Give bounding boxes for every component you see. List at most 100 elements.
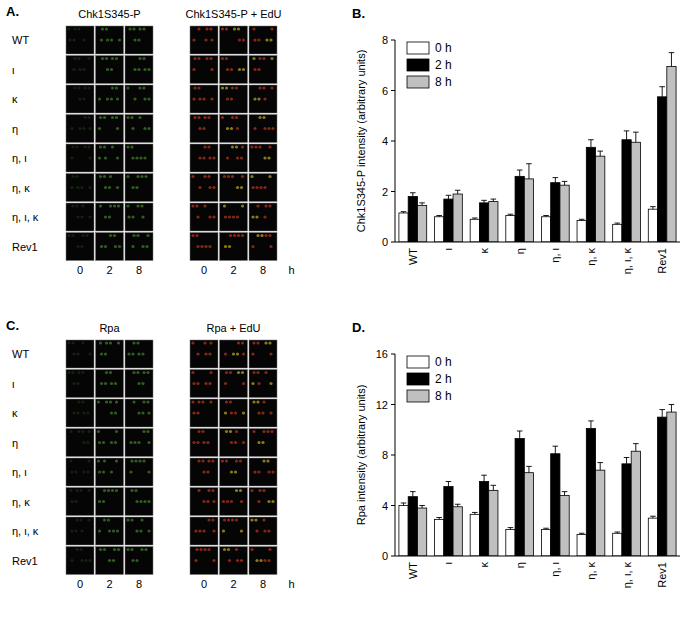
nucleus	[105, 400, 108, 403]
micrograph	[220, 233, 248, 261]
nucleus	[110, 382, 113, 385]
nucleus	[225, 371, 228, 374]
x-tick-label: κ	[478, 562, 490, 568]
nucleus	[268, 341, 271, 344]
legend-label: 8 h	[435, 75, 452, 89]
nucleus	[111, 116, 114, 119]
nucleus	[259, 186, 262, 189]
nucleus	[131, 559, 134, 562]
y-tick-label: 8	[382, 34, 388, 46]
nucleus	[99, 116, 102, 119]
legend-label: 0 h	[435, 355, 452, 369]
nucleus	[74, 470, 77, 473]
nucleus	[225, 86, 228, 89]
nucleus	[140, 518, 143, 521]
error-cap	[436, 215, 442, 216]
nucleus	[205, 27, 208, 30]
nucleus	[227, 548, 230, 551]
nucleus	[255, 529, 258, 532]
nucleus	[207, 116, 210, 119]
nucleus	[142, 400, 145, 403]
nucleus	[258, 145, 261, 148]
nucleus	[204, 245, 207, 248]
nucleus	[196, 411, 199, 414]
nucleus	[191, 371, 194, 374]
bar	[541, 529, 550, 556]
nucleus	[258, 86, 261, 89]
nucleus	[252, 430, 255, 433]
nucleus	[103, 116, 106, 119]
nucleus	[230, 470, 233, 473]
nucleus	[129, 470, 132, 473]
error-stem	[457, 190, 458, 194]
micrograph	[96, 85, 124, 113]
nucleus	[257, 38, 260, 41]
error-stem	[519, 170, 520, 176]
micrograph	[220, 56, 248, 84]
nucleus	[115, 116, 118, 119]
nucleus	[193, 86, 196, 89]
nucleus	[203, 341, 206, 344]
y-tick-label: 4	[382, 500, 388, 512]
micrograph	[190, 56, 218, 84]
micrograph	[125, 399, 153, 427]
micrograph	[190, 547, 218, 575]
bar	[586, 428, 595, 556]
nucleus	[267, 500, 270, 503]
error-stem	[635, 444, 636, 452]
nucleus	[97, 430, 100, 433]
nucleus	[130, 459, 133, 462]
y-tick	[391, 556, 395, 557]
row-label: κ	[12, 93, 18, 105]
nucleus	[270, 27, 273, 30]
nucleus	[210, 68, 213, 71]
error-stem	[626, 131, 627, 140]
nucleus	[202, 500, 205, 503]
bar	[560, 185, 569, 242]
nucleus	[72, 352, 75, 355]
nucleus	[106, 97, 109, 100]
nucleus	[82, 38, 85, 41]
nucleus	[145, 245, 148, 248]
micrograph	[66, 488, 94, 516]
micrograph	[190, 26, 218, 54]
x-tick-label: η, ι, κ	[621, 248, 633, 275]
micrograph	[190, 233, 218, 261]
nucleus	[225, 400, 228, 403]
micrograph	[249, 85, 277, 113]
nucleus	[141, 215, 144, 218]
nucleus	[72, 38, 75, 41]
nucleus	[117, 341, 120, 344]
bar	[417, 205, 426, 242]
nucleus	[235, 518, 238, 521]
nucleus	[257, 441, 260, 444]
nucleus	[194, 529, 197, 532]
nucleus	[201, 430, 204, 433]
y-tick-label: 8	[382, 449, 388, 461]
legend-swatch	[407, 373, 429, 385]
error-bar	[472, 512, 478, 514]
nucleus	[240, 500, 243, 503]
nucleus	[88, 156, 91, 159]
nucleus	[87, 430, 90, 433]
micrograph	[125, 429, 153, 457]
nucleus	[271, 500, 274, 503]
nucleus	[78, 127, 81, 130]
micrograph	[190, 399, 218, 427]
nucleus	[209, 27, 212, 30]
nucleus	[224, 215, 227, 218]
error-bar	[455, 190, 461, 194]
error-bar	[553, 178, 559, 183]
nucleus	[257, 382, 260, 385]
nucleus	[262, 489, 265, 492]
nucleus	[147, 470, 150, 473]
nucleus	[225, 459, 228, 462]
nucleus	[115, 400, 118, 403]
bar	[551, 183, 560, 242]
nucleus	[75, 175, 78, 178]
nucleus	[136, 175, 139, 178]
error-cap	[508, 527, 514, 528]
nucleus	[202, 441, 205, 444]
nucleus	[255, 559, 258, 562]
micrograph	[220, 370, 248, 398]
